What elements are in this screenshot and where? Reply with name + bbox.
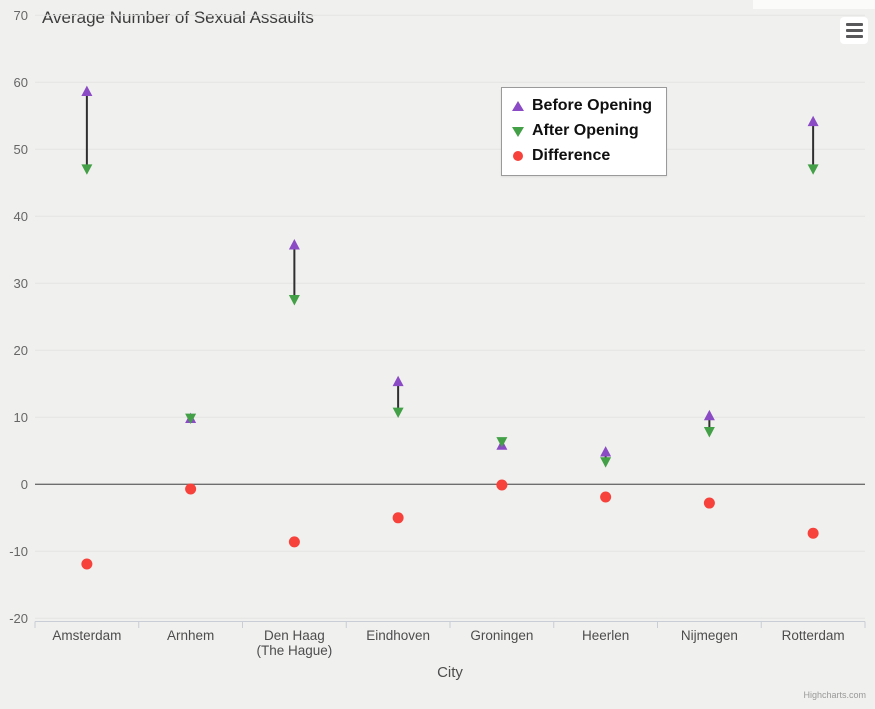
legend-item-after-opening[interactable]: After Opening xyxy=(511,118,652,143)
y-tick-label: 70 xyxy=(14,8,28,23)
legend-item-before-opening[interactable]: Before Opening xyxy=(511,93,652,118)
y-tick-label: 60 xyxy=(14,75,28,90)
y-tick-label: 10 xyxy=(14,410,28,425)
chart-title: Average Number of Sexual Assaults xyxy=(42,8,314,27)
marker-after-eindhoven[interactable] xyxy=(392,407,404,419)
marker-after-den-haag[interactable] xyxy=(288,295,300,306)
marker-difference-eindhoven[interactable] xyxy=(392,512,404,524)
x-axis-title: City xyxy=(437,664,463,681)
y-tick-label: -10 xyxy=(9,544,28,559)
marker-difference-arnhem[interactable] xyxy=(185,483,197,495)
x-category-label: Eindhoven xyxy=(366,628,430,643)
hamburger-menu-icon xyxy=(845,23,863,26)
marker-difference-groningen[interactable] xyxy=(496,479,508,491)
legend-label-before-opening: Before Opening xyxy=(532,96,653,114)
marker-after-nijmegen[interactable] xyxy=(703,427,715,438)
circle-icon xyxy=(513,150,523,161)
highcharts-credit-link[interactable]: Highcharts.com xyxy=(803,690,866,700)
marker-before-den-haag[interactable] xyxy=(288,239,300,250)
y-tick-label: 0 xyxy=(21,477,28,492)
marker-difference-den-haag[interactable] xyxy=(288,536,300,548)
marker-before-rotterdam[interactable] xyxy=(807,115,819,127)
marker-difference-rotterdam[interactable] xyxy=(807,527,819,539)
marker-before-nijmegen[interactable] xyxy=(703,409,715,421)
x-category-label: Heerlen xyxy=(582,628,629,643)
marker-before-eindhoven[interactable] xyxy=(392,375,404,387)
x-category-label: Arnhem xyxy=(167,628,214,643)
x-category-label: Rotterdam xyxy=(782,628,845,643)
x-category-label: (The Hague) xyxy=(256,643,332,658)
y-tick-label: 30 xyxy=(14,276,28,291)
marker-difference-heerlen[interactable] xyxy=(600,491,612,503)
x-category-label: Den Haag xyxy=(264,628,325,643)
y-tick-label: -20 xyxy=(9,611,28,626)
marker-difference-nijmegen[interactable] xyxy=(703,497,715,509)
y-tick-label: 20 xyxy=(14,343,28,358)
top-right-strip xyxy=(753,0,875,9)
y-tick-label: 40 xyxy=(14,209,28,224)
triangle-down-icon xyxy=(512,126,524,137)
marker-after-heerlen[interactable] xyxy=(600,457,612,468)
marker-before-amsterdam[interactable] xyxy=(81,85,93,97)
x-category-label: Groningen xyxy=(470,628,533,643)
x-category-label: Nijmegen xyxy=(681,628,738,643)
marker-after-arnhem[interactable] xyxy=(185,413,197,425)
marker-difference-amsterdam[interactable] xyxy=(81,558,93,570)
legend-label-difference: Difference xyxy=(532,146,611,164)
export-menu-button[interactable] xyxy=(840,17,868,44)
marker-after-rotterdam[interactable] xyxy=(807,164,819,175)
marker-after-groningen[interactable] xyxy=(496,437,508,448)
legend: Before Opening After Opening Difference xyxy=(501,87,668,176)
legend-label-after-opening: After Opening xyxy=(532,121,639,139)
y-tick-label: 50 xyxy=(14,142,28,157)
marker-after-amsterdam[interactable] xyxy=(81,164,93,175)
triangle-up-icon xyxy=(512,100,524,111)
legend-item-difference[interactable]: Difference xyxy=(511,143,652,168)
x-category-label: Amsterdam xyxy=(52,628,121,643)
marker-before-heerlen[interactable] xyxy=(600,446,612,457)
